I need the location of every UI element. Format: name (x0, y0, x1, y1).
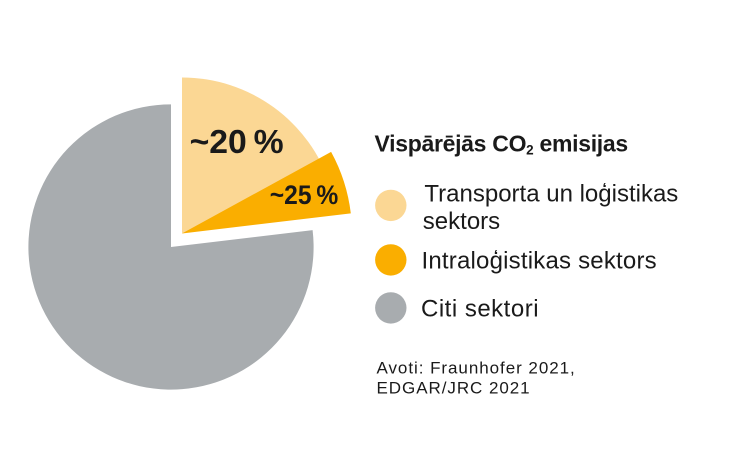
svg-text:Avoti: Fraunhofer 2021,: Avoti: Fraunhofer 2021, (377, 359, 576, 378)
svg-text:Citi sektori: Citi sektori (421, 296, 539, 323)
svg-text:Transporta un loģistikas: Transporta un loģistikas (424, 181, 678, 208)
svg-text:sektors: sektors (423, 208, 500, 235)
svg-text:EDGAR/JRC 2021: EDGAR/JRC 2021 (377, 379, 531, 398)
svg-text:~20 %: ~20 % (190, 123, 284, 160)
svg-text:~25 %: ~25 % (270, 180, 339, 210)
svg-text:Vispārējās CO2 emisijas: Vispārējās CO2 emisijas (375, 131, 628, 158)
svg-text:Intraloģistikas sektors: Intraloģistikas sektors (422, 248, 657, 275)
